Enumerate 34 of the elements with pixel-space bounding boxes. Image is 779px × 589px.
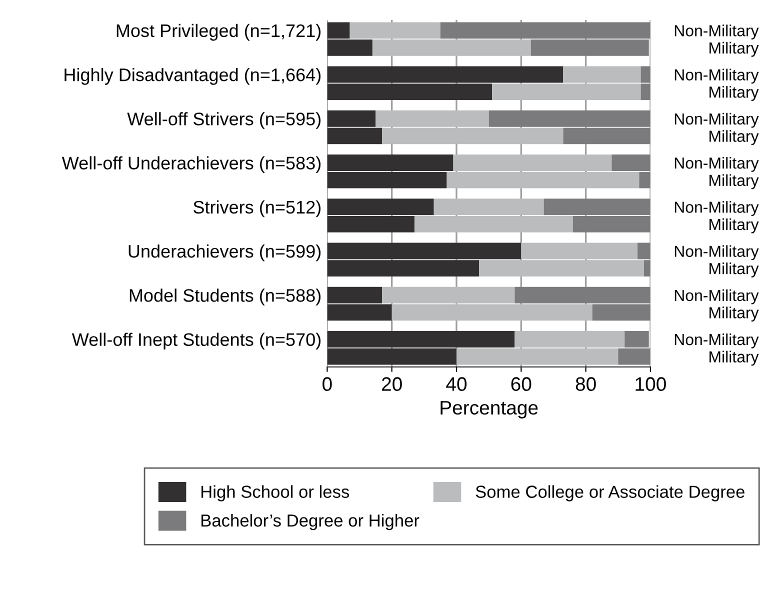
- y2-tick-label: Non-Military: [674, 156, 759, 172]
- y2-tick-label: Military: [710, 42, 759, 57]
- legend-label: Bachelor’s Degree or Higher: [202, 514, 420, 530]
- legend-label: Some College or Associate Degree: [476, 485, 744, 502]
- y2-tick-label: Non-Military: [674, 201, 759, 216]
- y-tick-label: Well-off Inept Students (n=570): [72, 332, 321, 350]
- x-tick-label: 100: [636, 377, 666, 391]
- y-tick-label: Model Students (n=588): [130, 288, 321, 306]
- y2-tick-label: Military: [710, 306, 759, 322]
- x-tick-label: 40: [446, 377, 467, 391]
- y2-tick-label: Non-Military: [674, 245, 759, 260]
- legend-label: High School or less: [202, 485, 350, 502]
- y2-tick-label: Non-Military: [674, 289, 759, 304]
- y2-tick-label: Non-Military: [674, 333, 759, 348]
- y-tick-label: Most Privileged (n=1,721): [116, 24, 321, 41]
- y2-tick-label: Non-Military: [674, 24, 759, 40]
- x-tick-label: 0: [322, 377, 332, 391]
- y2-tick-label: Military: [710, 86, 759, 101]
- x-tick-label: 20: [382, 377, 402, 391]
- y2-tick-label: Military: [710, 130, 759, 146]
- y-tick-label: Highly Disadvantaged (n=1,664): [64, 68, 321, 85]
- y-tick-label: Well-off Underachievers (n=583): [62, 156, 321, 174]
- y2-tick-label: Non-Military: [674, 68, 759, 84]
- y-tick-label: Well-off Strivers (n=595): [127, 112, 321, 129]
- y2-tick-label: Military: [710, 350, 759, 366]
- y-tick-label: Strivers (n=512): [194, 200, 321, 218]
- x-tick-label: 60: [511, 377, 532, 391]
- y-tick-label: Underachievers (n=599): [128, 244, 321, 262]
- y2-tick-label: Military: [710, 174, 759, 190]
- x-tick-label: 80: [576, 377, 596, 391]
- y2-tick-label: Military: [710, 262, 759, 278]
- y2-tick-label: Non-Military: [674, 112, 759, 128]
- y2-tick-label: Military: [710, 218, 759, 234]
- x-axis-title: Percentage: [440, 401, 538, 418]
